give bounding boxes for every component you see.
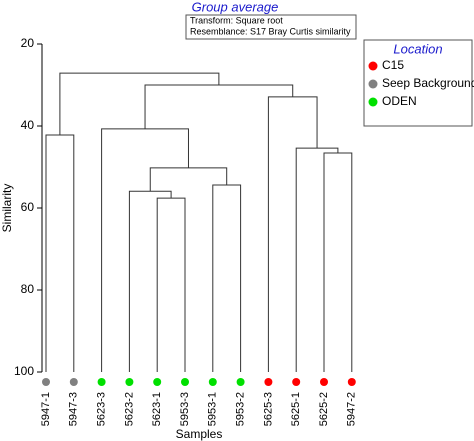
leaf-marker bbox=[320, 378, 328, 386]
y-tick-label: 40 bbox=[21, 118, 35, 132]
legend-marker bbox=[368, 79, 378, 89]
y-tick-label: 60 bbox=[21, 200, 35, 214]
merge-link bbox=[144, 84, 294, 129]
leaf-label: 5623-3 bbox=[96, 392, 108, 426]
merge-link bbox=[156, 197, 186, 372]
y-axis-label: Similarity bbox=[0, 184, 14, 233]
y-tick-label: 20 bbox=[21, 36, 35, 50]
leaf-marker bbox=[292, 378, 301, 386]
merge-link bbox=[59, 72, 220, 136]
merge-link bbox=[149, 167, 228, 192]
merge-link bbox=[295, 147, 339, 372]
leaf-label: 5947-1 bbox=[40, 392, 52, 426]
chart-title: Group average bbox=[192, 0, 279, 14]
legend-label: C15 bbox=[382, 58, 404, 72]
leaf-marker bbox=[69, 378, 78, 386]
leaf-marker bbox=[97, 378, 106, 386]
leaf-label: 5623-2 bbox=[123, 392, 135, 426]
merge-link bbox=[323, 152, 353, 372]
leaf-marker bbox=[153, 378, 162, 386]
leaf-label: 5953-3 bbox=[179, 392, 191, 426]
leaf-marker bbox=[42, 378, 50, 386]
merge-link bbox=[128, 190, 172, 372]
leaf-label: 5623-1 bbox=[151, 392, 163, 426]
merge-link bbox=[101, 128, 189, 372]
leaf-marker bbox=[181, 378, 189, 386]
info-box bbox=[185, 14, 357, 40]
leaf-label: 5953-2 bbox=[235, 392, 247, 426]
info-line: Transform: Square root bbox=[190, 15, 283, 25]
leaf-label: 5947-2 bbox=[346, 392, 358, 426]
info-line: Resemblance: S17 Bray Curtis similarity bbox=[190, 26, 351, 36]
leaf-marker bbox=[125, 378, 134, 386]
leaf-label: 5625-1 bbox=[290, 392, 302, 426]
merge-link bbox=[45, 134, 75, 372]
leaf-label: 5625-2 bbox=[318, 392, 330, 426]
leaf-marker bbox=[264, 378, 273, 386]
merge-link bbox=[267, 96, 318, 372]
legend-box bbox=[363, 39, 473, 127]
y-tick-label: 100 bbox=[14, 364, 34, 378]
legend-label: ODEN bbox=[382, 94, 417, 108]
merge-link bbox=[212, 184, 242, 372]
leaf-marker bbox=[208, 378, 217, 386]
leaf-label: 5947-3 bbox=[68, 392, 80, 426]
y-tick-label: 80 bbox=[21, 282, 35, 296]
leaf-label: 5953-1 bbox=[207, 392, 219, 426]
leaf-marker bbox=[347, 378, 356, 386]
legend-title: Location bbox=[393, 41, 442, 56]
legend-marker bbox=[368, 61, 378, 71]
legend-label: Seep Background bbox=[382, 76, 474, 90]
legend-marker bbox=[368, 97, 378, 107]
x-axis-label: Samples bbox=[176, 427, 223, 441]
leaf-label: 5625-3 bbox=[262, 392, 274, 426]
leaf-marker bbox=[236, 378, 245, 386]
